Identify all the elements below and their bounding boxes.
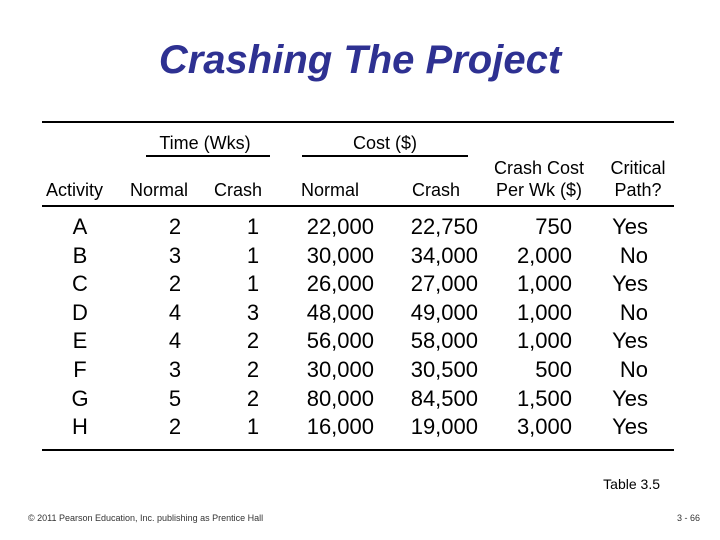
time-group-underline: [146, 155, 270, 157]
activity-header: Activity: [46, 180, 104, 200]
crash-per-week-header: Crash Cost Per Wk ($): [484, 157, 594, 201]
crash-per-week-cell: 2,000: [516, 242, 572, 268]
crash-time-cell: 1: [246, 271, 260, 297]
activity-cell: F: [73, 356, 87, 382]
table-header-rule: [42, 205, 674, 207]
critical-path-cell: Yes: [612, 214, 648, 239]
activity-cell: B: [72, 242, 88, 268]
crash-cost-header: Crash: [412, 180, 461, 200]
normal-cost-column: 22,000 30,000 26,000 48,000 56,000 30,00…: [280, 213, 374, 442]
crash-per-week-cell: 1,000: [516, 299, 572, 325]
crash-per-week-column: 750 2,000 1,000 1,000 1,000 500 1,500 3,…: [490, 213, 572, 442]
page-number: 3 - 66: [676, 513, 700, 523]
normal-time-header: Normal: [130, 180, 189, 200]
crash-time-cell: 1: [246, 214, 260, 239]
critical-path-cell: No: [619, 299, 648, 325]
crash-per-week-cell: 1,000: [516, 271, 572, 297]
crash-time-cell: 2: [246, 328, 260, 354]
normal-cost-header: Normal: [301, 180, 360, 200]
activity-cell: E: [72, 328, 88, 354]
normal-cost-cell: 16,000: [306, 414, 374, 440]
crash-cost-column: 22,750 34,000 27,000 49,000 58,000 30,50…: [384, 213, 478, 442]
normal-cost-cell: 56,000: [306, 328, 374, 354]
normal-cost-cell: 30,000: [306, 356, 374, 382]
normal-time-column: 2 3 2 4 4 3 5 2: [155, 213, 195, 442]
time-group-header: Time (Wks): [159, 133, 251, 153]
crash-time-cell: 1: [246, 242, 260, 268]
cost-group-underline: [302, 155, 468, 157]
normal-time-cell: 5: [168, 385, 182, 411]
normal-time-cell: 4: [168, 328, 182, 354]
normal-time-cell: 3: [168, 356, 182, 382]
critical-path-header-line2: Path?: [614, 180, 662, 200]
critical-path-cell: Yes: [612, 385, 648, 411]
activity-cell: H: [72, 414, 88, 440]
crash-per-week-header-line2: Per Wk ($): [495, 180, 582, 200]
crash-time-cell: 3: [246, 299, 260, 325]
activity-column: A B C D E F G H: [60, 213, 100, 442]
crash-cost-cell: 58,000: [410, 328, 478, 354]
table-bottom-rule: [42, 449, 674, 451]
crash-cost-cell: 19,000: [410, 414, 478, 440]
cost-group-header: Cost ($): [352, 133, 417, 153]
normal-cost-cell: 48,000: [306, 299, 374, 325]
crash-cost-cell: 27,000: [410, 271, 478, 297]
critical-path-header-line1: Critical: [610, 158, 666, 178]
normal-time-cell: 3: [168, 242, 182, 268]
crash-per-week-cell: 3,000: [516, 414, 572, 440]
copyright-footer: © 2011 Pearson Education, Inc. publishin…: [28, 513, 264, 523]
normal-time-cell: 2: [168, 271, 182, 297]
critical-path-cell: Yes: [612, 271, 648, 297]
crash-cost-cell: 30,500: [410, 356, 478, 382]
critical-path-cell: No: [619, 242, 648, 268]
page-title: Crashing The Project: [158, 38, 562, 82]
critical-path-cell: Yes: [612, 328, 648, 354]
crash-per-week-cell: 1,500: [516, 385, 572, 411]
activity-cell: A: [72, 214, 88, 239]
table-top-rule: [42, 121, 674, 123]
crash-cost-cell: 84,500: [410, 385, 478, 411]
activity-cell: G: [71, 385, 89, 411]
crash-cost-cell: 49,000: [410, 299, 478, 325]
crash-time-cell: 2: [246, 385, 260, 411]
crash-per-week-header-line1: Crash Cost: [493, 158, 585, 178]
crash-cost-cell: 22,750: [410, 214, 478, 239]
activity-cell: D: [72, 299, 88, 325]
normal-cost-cell: 26,000: [306, 271, 374, 297]
critical-path-cell: Yes: [612, 414, 648, 440]
critical-path-header: Critical Path?: [600, 157, 676, 201]
table-caption: Table 3.5: [603, 476, 660, 492]
crash-time-cell: 1: [246, 414, 260, 440]
normal-time-cell: 2: [168, 214, 182, 239]
critical-path-column: Yes No Yes No Yes No Yes Yes: [590, 213, 648, 442]
normal-time-cell: 2: [168, 414, 182, 440]
crash-per-week-cell: 750: [535, 214, 572, 239]
critical-path-cell: No: [619, 356, 648, 382]
crash-per-week-cell: 1,000: [516, 328, 572, 354]
normal-cost-cell: 80,000: [306, 385, 374, 411]
normal-cost-cell: 22,000: [306, 214, 374, 239]
normal-time-cell: 4: [168, 299, 182, 325]
crash-time-header: Crash: [214, 180, 263, 200]
crash-cost-cell: 34,000: [410, 242, 478, 268]
activity-cell: C: [72, 271, 88, 297]
crash-time-column: 1 1 1 3 2 2 2 1: [233, 213, 273, 442]
crash-per-week-cell: 500: [535, 356, 572, 382]
normal-cost-cell: 30,000: [306, 242, 374, 268]
crash-time-cell: 2: [246, 356, 260, 382]
